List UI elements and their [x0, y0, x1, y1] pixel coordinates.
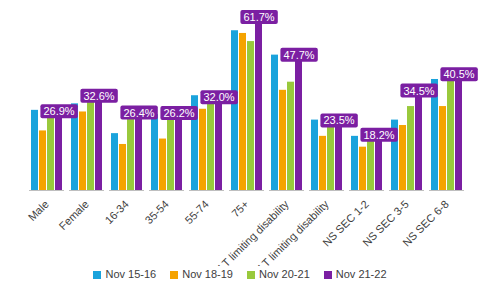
svg-text:40.5%: 40.5%	[443, 68, 474, 80]
html-text:Nov 15-16: Nov 15-16	[105, 268, 157, 280]
svg-text:32.0%: 32.0%	[203, 91, 234, 103]
svg-text:Male: Male	[26, 198, 51, 223]
svg-text:26.4%: 26.4%	[123, 107, 154, 119]
svg-text:No LT limiting disability: No LT limiting disability	[244, 197, 332, 266]
svg-text:34.5%: 34.5%	[403, 85, 434, 97]
svg-text:32.6%: 32.6%	[83, 90, 114, 102]
svg-text:23.5%: 23.5%	[323, 114, 354, 126]
svg-text:75+: 75+	[229, 198, 251, 220]
svg-text:26.2%: 26.2%	[163, 107, 194, 119]
svg-text:35-54: 35-54	[143, 198, 171, 226]
html-text:Nov 21-22: Nov 21-22	[335, 268, 387, 280]
svg-text:NS SEC 3-5: NS SEC 3-5	[360, 197, 411, 249]
svg-text:47.7%: 47.7%	[283, 49, 314, 61]
html-text:Nov 20-21: Nov 20-21	[259, 268, 310, 280]
svg-text:55-74: 55-74	[183, 198, 211, 226]
svg-text:NS SEC 6-8: NS SEC 6-8	[400, 198, 451, 249]
svg-text:61.7%: 61.7%	[243, 11, 274, 23]
svg-text:Female: Female	[56, 198, 90, 232]
svg-text:26.9%: 26.9%	[43, 105, 74, 117]
html-text:Nov 18-19: Nov 18-19	[182, 268, 233, 280]
svg-text:NS SEC 1-2: NS SEC 1-2	[320, 197, 371, 249]
svg-text:18.2%: 18.2%	[363, 129, 394, 141]
svg-text:16-34: 16-34	[103, 198, 131, 226]
